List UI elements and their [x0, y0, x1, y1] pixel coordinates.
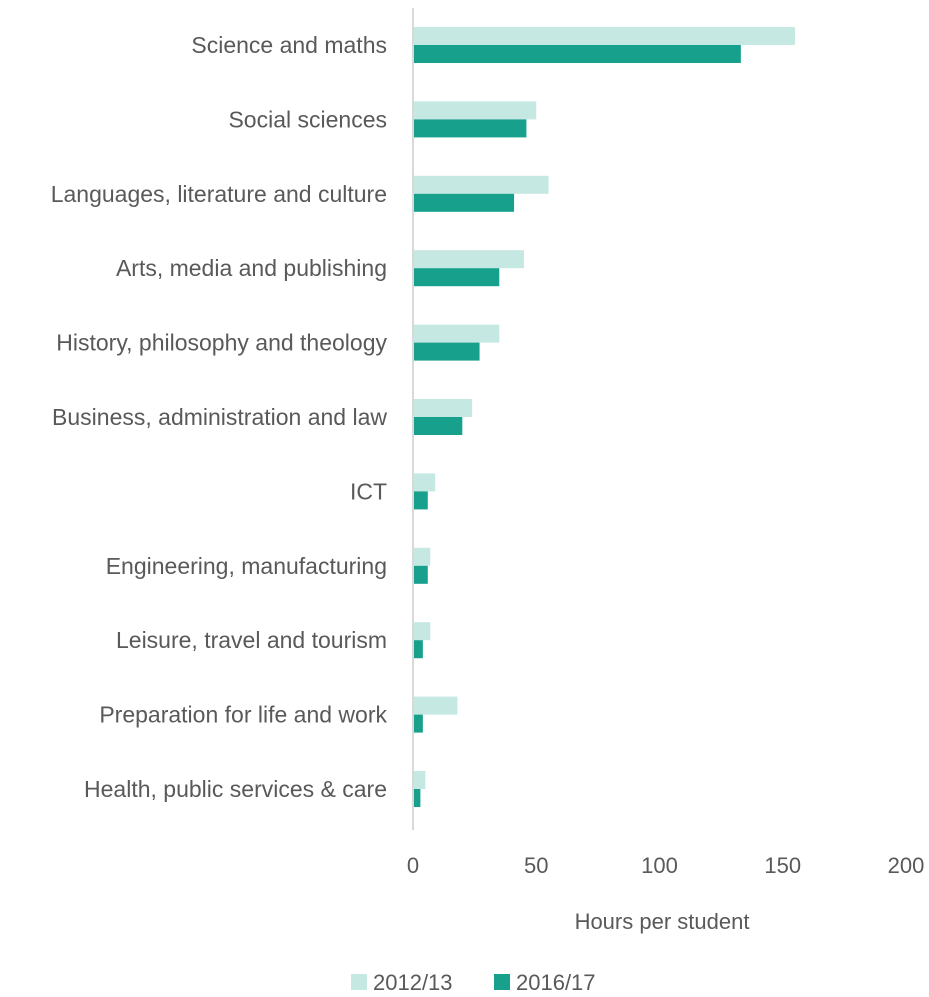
legend-label: 2016/17: [516, 970, 596, 995]
x-tick-label: 0: [407, 853, 419, 878]
category-label: Business, administration and law: [52, 404, 387, 430]
x-tick-label: 150: [764, 853, 801, 878]
bar-2012-13-2: [413, 175, 549, 194]
bar-2016-17-10: [413, 789, 421, 807]
category-label: Preparation for life and work: [99, 702, 387, 728]
category-label: Languages, literature and culture: [51, 181, 387, 207]
bar-2012-13-1: [413, 101, 537, 120]
bar-2012-13-8: [413, 622, 431, 641]
bars-group: [413, 27, 796, 807]
bar-2012-13-9: [413, 696, 458, 715]
x-tick-label: 50: [524, 853, 548, 878]
bar-2012-13-10: [413, 771, 426, 789]
bar-2016-17-7: [413, 565, 428, 584]
category-labels: Science and maths Social sciences Language…: [51, 32, 388, 802]
bar-2016-17-4: [413, 342, 480, 361]
x-tick-label: 200: [888, 853, 925, 878]
bar-2016-17-5: [413, 417, 463, 435]
category-label: Arts, media and publishing: [116, 255, 387, 281]
category-label: History, philosophy and theology: [56, 330, 387, 356]
bar-2016-17-3: [413, 268, 500, 287]
bar-2012-13-3: [413, 250, 524, 269]
legend-label: 2012/13: [373, 970, 453, 995]
category-label: Engineering, manufacturing: [106, 553, 387, 579]
x-tick-label: 100: [641, 853, 678, 878]
category-label: Social sciences: [228, 106, 387, 132]
bar-2016-17-9: [413, 714, 423, 733]
legend-swatch-2016-17: [494, 974, 510, 990]
bar-2012-13-6: [413, 473, 436, 492]
legend: 2012/13 2016/17: [351, 970, 596, 995]
bar-2016-17-1: [413, 119, 527, 138]
category-label: ICT: [350, 478, 387, 504]
legend-swatch-2012-13: [351, 974, 367, 990]
category-label: Science and maths: [191, 32, 387, 58]
bar-2016-17-8: [413, 640, 423, 659]
category-label: Leisure, travel and tourism: [116, 627, 387, 653]
x-axis-title: Hours per student: [575, 909, 750, 934]
category-label: Health, public services & care: [84, 776, 387, 802]
x-tick-labels: 0 50 100 150 200: [407, 853, 924, 878]
bar-2012-13-4: [413, 324, 500, 343]
bar-2016-17-0: [413, 45, 741, 63]
bar-2012-13-7: [413, 547, 431, 566]
bar-2016-17-2: [413, 193, 515, 212]
bar-2012-13-5: [413, 399, 473, 417]
bar-2012-13-0: [413, 27, 796, 45]
bar-2016-17-6: [413, 491, 428, 510]
